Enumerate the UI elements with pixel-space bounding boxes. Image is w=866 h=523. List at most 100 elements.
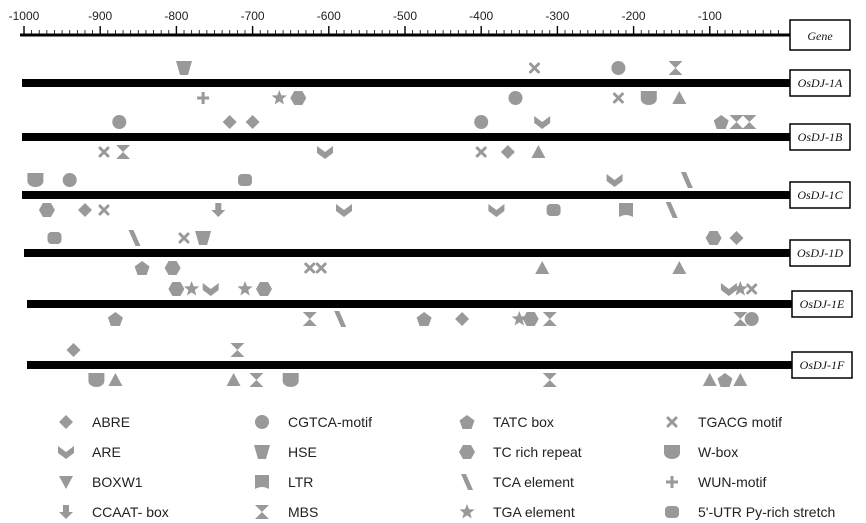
legend-flag-icon <box>255 475 269 489</box>
legend-item-cgtca-motif: CGTCA-motif <box>255 414 372 430</box>
legend-label: 5'-UTR Py-rich stretch <box>698 504 835 520</box>
element-abre <box>500 145 515 159</box>
legend-circle-icon <box>255 415 269 429</box>
element-mbs <box>742 115 757 129</box>
legend-label: ABRE <box>92 414 130 430</box>
element-tatc-box <box>134 261 150 275</box>
legend-label: LTR <box>288 474 313 490</box>
legend-label: CGTCA-motif <box>288 414 372 430</box>
legend-item-are: ARE <box>58 444 121 460</box>
gene-name-label: OsDJ-1A <box>798 76 843 90</box>
element-5-utr-py-rich-stretch <box>238 174 252 186</box>
element-mbs <box>668 61 683 75</box>
legend-item-tc-rich-repeat: TC rich repeat <box>459 444 582 460</box>
scale-tick-label: -500 <box>393 9 417 23</box>
element-w-box <box>88 373 105 387</box>
element-tc-rich-repeat <box>290 91 307 105</box>
legend-item-w-box: W-box <box>664 444 738 460</box>
element-cgtca-motif <box>62 173 77 187</box>
element-tca-element <box>128 230 141 246</box>
gene-name-label: OsDJ-1D <box>797 246 843 260</box>
scale-gene-label: Gene <box>807 29 833 43</box>
gene-label-box <box>789 19 851 51</box>
element-are <box>202 283 219 296</box>
element-hse <box>195 231 212 245</box>
legend-item-tca-element: TCA element <box>461 474 574 490</box>
element-boxw1 <box>672 261 687 274</box>
scale-tick-label: -200 <box>622 9 646 23</box>
element-tga-element <box>237 281 253 296</box>
element-tc-rich-repeat <box>38 203 55 217</box>
legend-item-ltr: LTR <box>255 474 313 490</box>
element-tc-rich-repeat <box>522 312 539 326</box>
element-are <box>534 116 551 129</box>
legend-label: MBS <box>288 504 318 520</box>
gene-track-osdj-1d: OsDJ-1D <box>24 230 851 275</box>
element-5-utr-py-rich-stretch <box>47 232 62 244</box>
legend-item-tatc-box: TATC box <box>459 414 554 430</box>
element-tgacg-motif <box>475 146 487 158</box>
element-ltr <box>619 203 633 217</box>
legend-label: TGA element <box>493 504 575 520</box>
element-boxw1 <box>733 373 748 386</box>
element-tga-element <box>511 311 527 326</box>
scale-tick-label: -300 <box>545 9 569 23</box>
element-tgacg-motif <box>315 262 327 274</box>
gene-name-box <box>789 69 851 97</box>
legend-item-wun-motif: WUN-motif <box>666 474 767 490</box>
element-mbs <box>729 115 744 129</box>
element-tca-element <box>680 172 693 188</box>
gene-tracks: OsDJ-1A OsDJ-1B OsDJ-1C OsDJ-1D OsDJ-1E OsDJ-… <box>22 61 853 387</box>
element-tga-element <box>271 90 287 105</box>
gene-name-box <box>789 181 851 209</box>
legend-item-ccaat-box: CCAAT- box <box>59 504 169 520</box>
scale-tick-label: -900 <box>88 9 112 23</box>
element-mbs <box>733 312 748 326</box>
element-hse <box>176 61 192 75</box>
legend-item-tgacg-motif: TGACG motif <box>666 414 782 430</box>
gene-name-label: OsDJ-1F <box>800 358 845 372</box>
element-are <box>336 204 352 217</box>
element-w-box <box>27 173 44 187</box>
element-boxw1 <box>672 91 687 104</box>
legend-item-abre: ABRE <box>59 414 130 430</box>
element-abre <box>245 115 260 129</box>
legend-item-boxw1: BOXW1 <box>59 474 143 490</box>
scale-ruler: -1000 -900 -800 -700 -600 -500 -400 -300 -200 -10… <box>9 9 851 51</box>
element-tatc-box <box>107 312 123 326</box>
element-w-box <box>640 91 657 105</box>
element-5-utr-py-rich-stretch <box>546 204 561 216</box>
element-w-box <box>282 373 299 387</box>
element-tgacg-motif <box>746 283 758 295</box>
element-are <box>720 283 737 296</box>
legend-label: TGACG motif <box>698 414 782 430</box>
legend-arrow-down-icon <box>59 505 73 519</box>
gene-name-box <box>791 290 853 318</box>
element-wun-motif <box>197 92 210 104</box>
element-tc-rich-repeat <box>168 282 185 296</box>
element-cgtca-motif <box>508 91 523 105</box>
gene-name-label: OsDJ-1C <box>797 188 843 202</box>
element-tgacg-motif <box>612 92 624 104</box>
element-are <box>606 174 623 187</box>
element-ccaat-box <box>211 203 226 217</box>
element-abre <box>222 115 237 129</box>
legend-rounded-rect-icon <box>665 506 679 518</box>
element-tgacg-motif <box>529 62 540 74</box>
legend-triangle-down-icon <box>59 476 73 489</box>
element-tatc-box <box>416 312 432 326</box>
legend-label: TCA element <box>493 474 574 490</box>
element-mbs <box>542 312 557 326</box>
element-are <box>317 146 333 159</box>
element-mbs <box>249 373 264 387</box>
element-boxw1 <box>226 373 241 386</box>
gene-track-osdj-1c: OsDJ-1C <box>22 172 851 218</box>
element-tca-element <box>334 311 347 327</box>
element-tca-element <box>665 202 678 218</box>
element-mbs <box>116 145 131 159</box>
element-cgtca-motif <box>112 115 127 129</box>
element-abre <box>455 312 470 326</box>
gene-name-label: OsDJ-1B <box>798 130 843 144</box>
gene-track-osdj-1a: OsDJ-1A <box>22 61 851 105</box>
legend-diamond-icon <box>59 415 73 429</box>
